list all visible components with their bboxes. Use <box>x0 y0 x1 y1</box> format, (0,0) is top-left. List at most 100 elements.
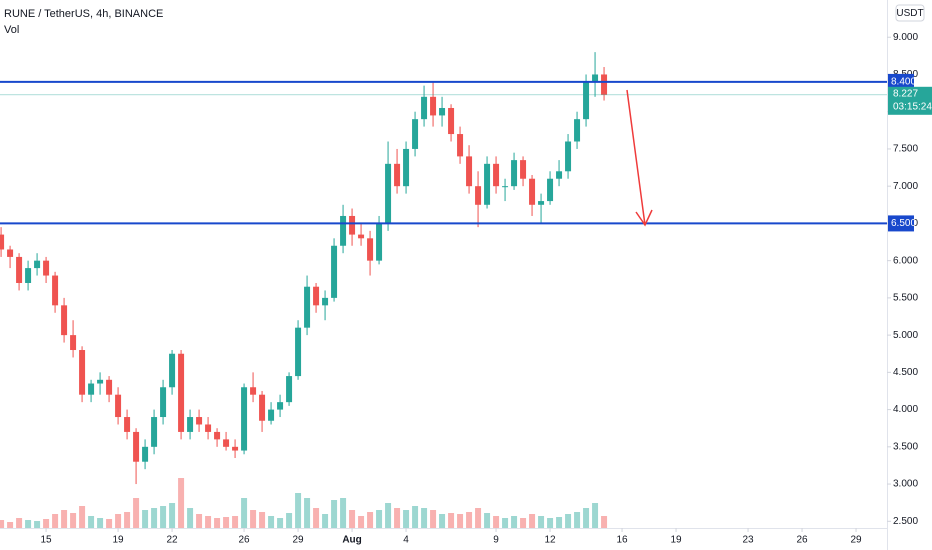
candle-body <box>304 286 311 328</box>
candle-body <box>7 249 14 257</box>
candle-body <box>376 223 383 261</box>
volume-bar <box>169 503 176 528</box>
candle-body <box>169 353 176 388</box>
candle-body <box>88 383 95 395</box>
candle-body <box>205 424 212 432</box>
level-tag-label: 8.400 <box>891 77 916 88</box>
volume-bar <box>232 516 239 528</box>
candle-body <box>196 417 203 425</box>
candle-body <box>214 431 221 440</box>
volume-bar <box>313 508 320 528</box>
candle-body <box>160 387 167 418</box>
candle-body <box>295 327 302 377</box>
countdown-label: 03:15:24 <box>893 101 932 112</box>
x-tick-label: 29 <box>850 535 862 546</box>
candle-body <box>493 163 500 187</box>
volume-bar <box>115 514 122 528</box>
candle-body <box>511 160 518 187</box>
x-tick-label: 16 <box>616 535 628 546</box>
volume-bar <box>61 510 68 528</box>
candle-body <box>556 171 563 179</box>
candle-body <box>421 96 428 120</box>
x-tick-label: 12 <box>544 535 556 546</box>
volume-bar <box>322 514 329 528</box>
volume-bar <box>250 510 257 528</box>
candle-body <box>187 417 194 432</box>
candle-body <box>412 119 419 149</box>
x-tick-label: 15 <box>41 535 53 546</box>
volume-bar <box>349 510 356 528</box>
candle-body <box>394 163 401 187</box>
candle-body <box>313 286 320 306</box>
candle-body <box>538 201 545 205</box>
price-axis: 2.500 3.000 3.500 4.000 4.500 5.000 5.500 6.000… <box>41 32 932 546</box>
volume-bar <box>385 503 392 528</box>
candle-body <box>223 439 230 447</box>
currency-button[interactable] <box>895 4 925 22</box>
x-tick-label: 23 <box>742 535 754 546</box>
volume-bar <box>286 513 293 528</box>
candle-body <box>574 119 581 142</box>
candle-body <box>268 409 275 421</box>
candle-body <box>583 81 590 120</box>
y-tick-label: 9.000 <box>893 32 918 43</box>
candle-body <box>322 297 329 306</box>
volume-bar <box>7 522 14 528</box>
last-price-label: 8.227 <box>893 88 918 99</box>
volume-bar <box>214 518 221 528</box>
x-tick-label: Aug <box>342 535 361 546</box>
y-tick-label: 3.000 <box>893 479 918 490</box>
candle-body <box>151 417 158 447</box>
candle-body <box>484 163 491 205</box>
volume-bar <box>475 508 482 528</box>
candle-body <box>403 148 410 187</box>
candle-body <box>250 387 257 395</box>
candle-body <box>385 163 392 224</box>
candle-body <box>25 268 32 283</box>
candle-body <box>547 178 554 202</box>
volume-bar <box>52 514 59 528</box>
volume-bar <box>358 516 365 528</box>
candle-body <box>241 387 248 451</box>
candle-body <box>16 256 23 283</box>
volume-bar <box>70 513 77 528</box>
y-tick-label: 5.000 <box>893 330 918 341</box>
candle-body <box>277 402 284 410</box>
volume-bar <box>367 512 374 528</box>
volume-bar <box>502 518 509 528</box>
candle-body <box>439 107 446 116</box>
volume-bar <box>268 516 275 528</box>
x-tick-label: 4 <box>403 535 409 546</box>
level-tag-label: 6.500 <box>891 218 916 229</box>
currency-label[interactable]: USDT <box>896 8 923 19</box>
volume-bar <box>205 516 212 528</box>
volume-bar <box>196 514 203 528</box>
candle-body <box>430 96 437 116</box>
volume-bar <box>565 514 572 528</box>
volume-bar <box>223 517 230 528</box>
candle-body <box>592 74 599 82</box>
volume-bar <box>457 514 464 528</box>
candle-body <box>340 215 347 246</box>
volume-bar <box>340 498 347 528</box>
candle-body <box>520 160 527 179</box>
volume-bar <box>538 516 545 528</box>
volume-bar <box>178 478 185 528</box>
candle-body <box>178 353 185 432</box>
volume-bar <box>277 518 284 528</box>
volume-bar <box>295 493 302 528</box>
volume-bar <box>88 516 95 528</box>
volume-bar <box>583 508 590 528</box>
volume-bar <box>448 513 455 528</box>
volume-bar <box>511 516 518 528</box>
volume-bar <box>484 513 491 528</box>
volume-bar <box>421 508 428 528</box>
candle-body <box>52 275 59 306</box>
volume-bar <box>124 512 131 528</box>
volume-bar <box>79 506 86 528</box>
volume-bar <box>241 498 248 528</box>
x-tick-label: 26 <box>239 535 251 546</box>
candle-body <box>367 238 374 261</box>
